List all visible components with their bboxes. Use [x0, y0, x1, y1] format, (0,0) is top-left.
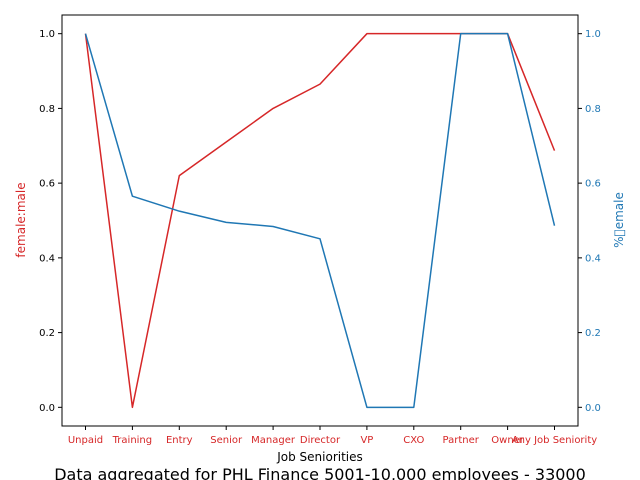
x-axis-tick-label: CXO: [403, 435, 424, 446]
x-axis-tick-label: Partner: [443, 435, 480, 446]
right-axis-tick-label: 0.8: [585, 104, 601, 115]
left-axis-label: female:male: [14, 182, 28, 257]
left-axis-tick-label: 0.0: [39, 403, 55, 414]
left-axis-tick-label: 0.4: [39, 253, 55, 264]
x-axis-tick-label: Unpaid: [68, 435, 103, 446]
right-axis-tick-label: 0.6: [585, 179, 601, 190]
right-axis-tick-label: 0.2: [585, 328, 601, 339]
percent-female-line: [84, 32, 556, 409]
chart-caption: Data aggregated for PHL Finance 5001-10,…: [54, 465, 586, 480]
right-axis-tick-label: 1.0: [585, 29, 601, 40]
left-axis-tick-label: 0.6: [39, 179, 55, 190]
right-axis-label: % emale: [612, 192, 626, 248]
x-axis-tick-label: Any Job Seniority: [512, 435, 597, 446]
x-axis-tick-label: Senior: [210, 435, 243, 446]
left-axis-tick-label: 0.8: [39, 104, 55, 115]
x-axis-tick-label: Manager: [251, 435, 296, 446]
x-axis-tick-label: Training: [112, 435, 152, 446]
x-axis-tick-label: VP: [360, 435, 373, 446]
x-axis-label: Job Seniorities: [276, 450, 363, 464]
x-axis-tick-label: Director: [300, 435, 341, 446]
x-axis-tick-label: Entry: [166, 435, 193, 446]
x-axis-tick-label: Owner: [491, 435, 525, 446]
left-axis-tick-label: 1.0: [39, 29, 55, 40]
female-male-ratio-line: [84, 32, 556, 409]
plot-frame: [61, 14, 579, 427]
left-axis-tick-label: 0.2: [39, 328, 55, 339]
right-axis-tick-label: 0.4: [585, 253, 601, 264]
right-axis-tick-label: 0.0: [585, 403, 601, 414]
